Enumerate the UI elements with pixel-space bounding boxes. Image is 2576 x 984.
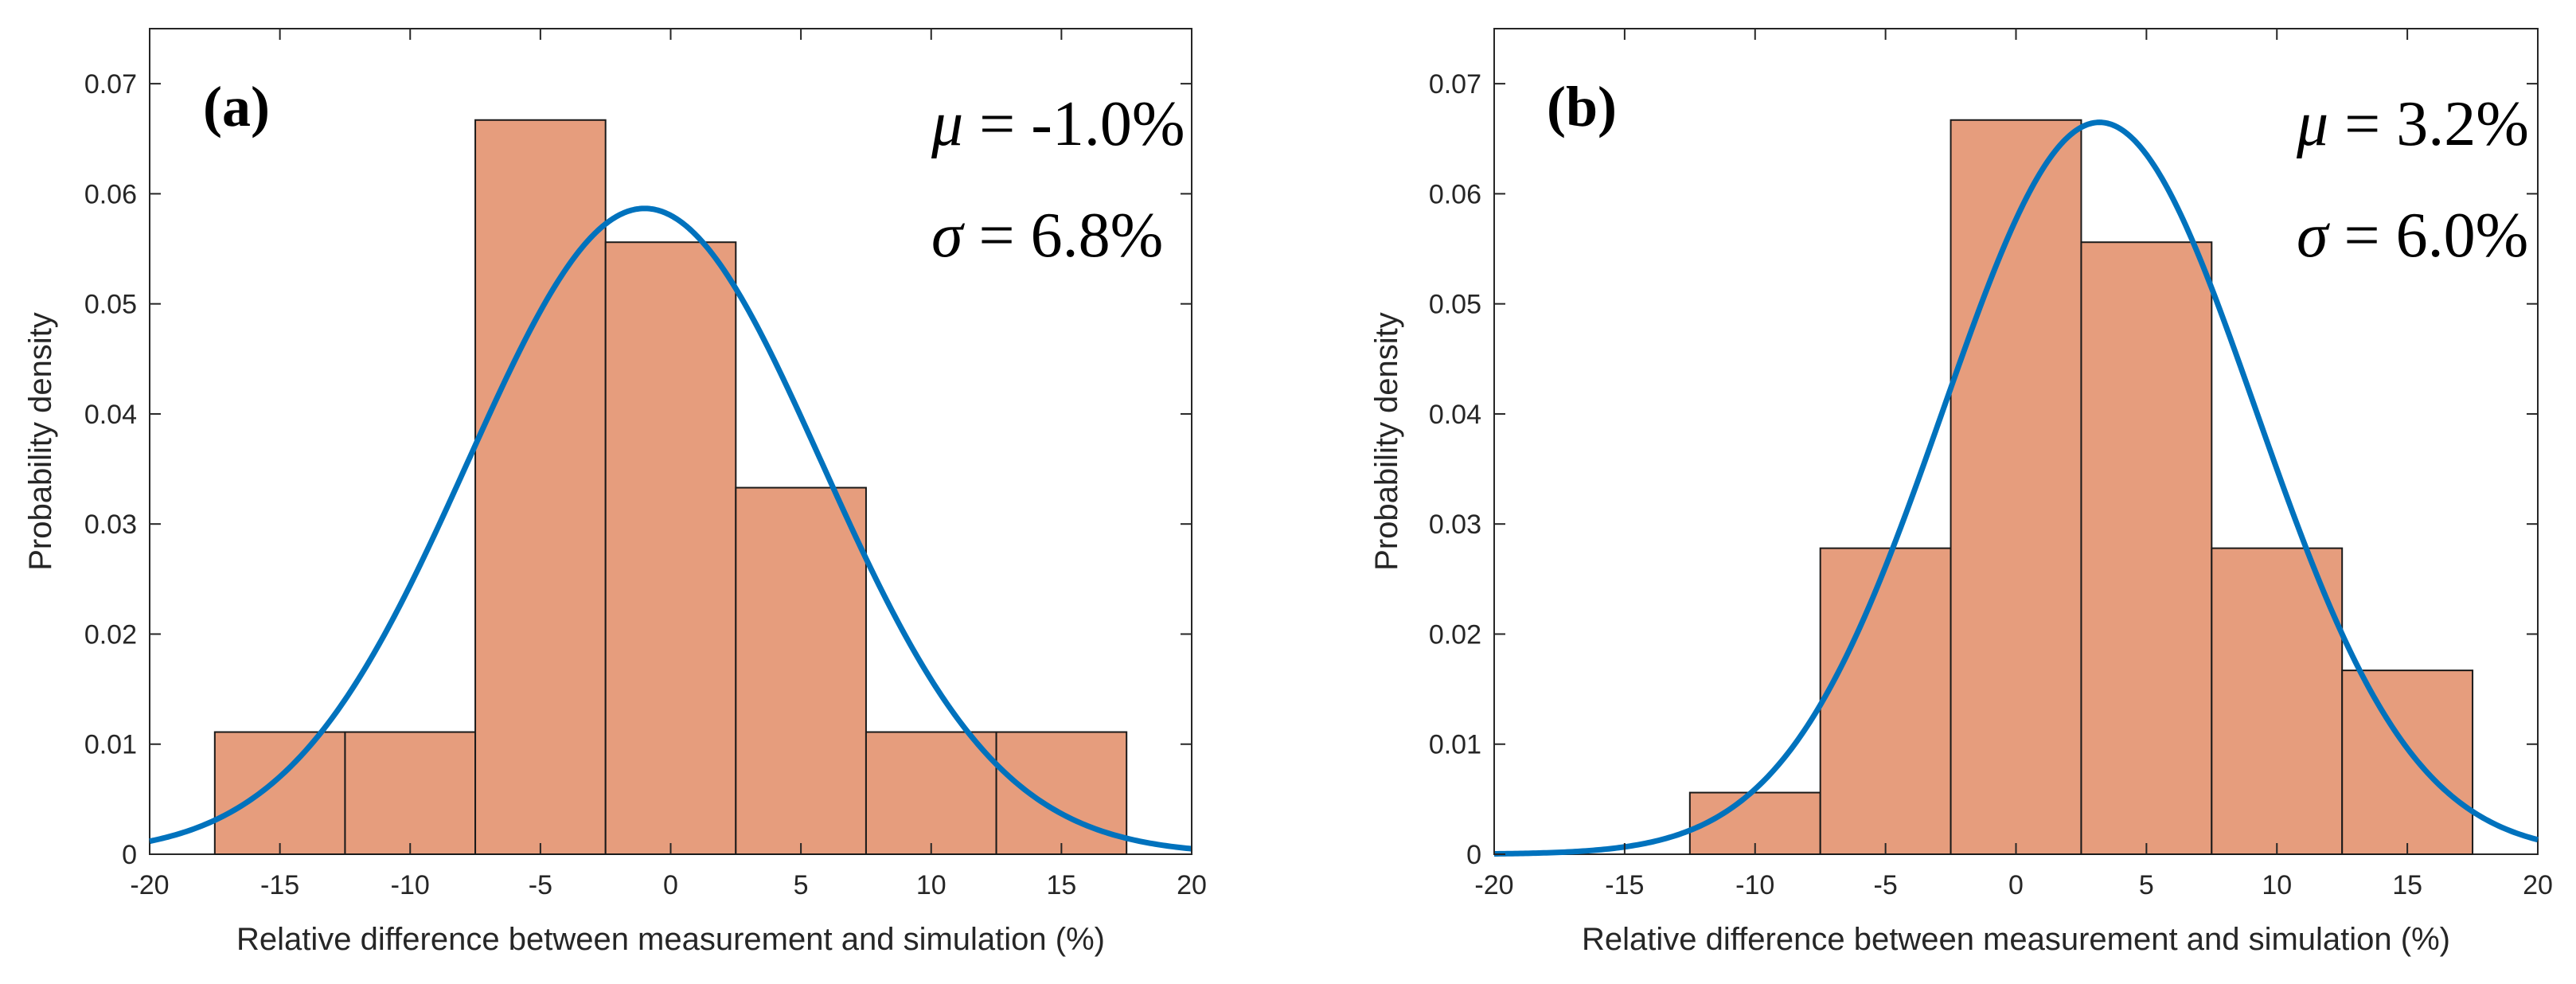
mu-value: = -1.0% <box>963 89 1185 159</box>
mu-symbol: μ <box>931 89 963 159</box>
panel-label: (a) <box>203 75 270 139</box>
histogram-bar <box>735 486 867 856</box>
x-tick-label: 5 <box>2139 870 2154 900</box>
sigma-value: = 6.0% <box>2328 201 2528 271</box>
x-tick-label: -20 <box>130 870 169 900</box>
histogram-bar <box>344 731 477 855</box>
histogram-bar <box>865 731 997 855</box>
histogram-bar <box>604 241 737 856</box>
mu-value: = 3.2% <box>2328 89 2529 159</box>
x-tick-label: -15 <box>260 870 299 900</box>
histogram-bar <box>995 731 1128 855</box>
y-tick-label: 0.05 <box>84 290 137 320</box>
x-tick-label: 10 <box>2262 870 2292 900</box>
x-tick-label: -5 <box>529 870 552 900</box>
x-tick-label: -5 <box>1874 870 1898 900</box>
panel-a: -20 -15 -10 -5 0 5 10 15 20 0 0.01 0.02 0.03 0.04 0.05… <box>23 28 1207 957</box>
y-tick-label: 0.01 <box>1429 730 1481 760</box>
sigma-annotation: σ = 6.0% <box>2297 201 2528 271</box>
x-tick-label: -10 <box>1735 870 1774 900</box>
histogram-bar <box>1819 547 1952 855</box>
y-tick-label: 0.04 <box>84 400 137 430</box>
x-tick-label: -20 <box>1474 870 1513 900</box>
x-axis-label: Relative difference between measurement … <box>1582 922 2450 957</box>
y-axis-label: Probability density <box>23 312 58 571</box>
y-tick-label: 0.06 <box>1429 179 1481 209</box>
x-tick-label: 15 <box>2392 870 2422 900</box>
normal-fit-curve <box>149 205 1192 852</box>
y-tick-label: 0.03 <box>1429 510 1481 540</box>
mu-annotation: μ = -1.0% <box>931 89 1185 159</box>
sigma-annotation: σ = 6.8% <box>931 201 1163 271</box>
histogram-bar <box>1950 119 2082 855</box>
y-tick-label: 0.07 <box>84 69 137 100</box>
y-tick-label: 0.01 <box>84 730 137 760</box>
x-tick-label: 5 <box>794 870 809 900</box>
y-axis-label: Probability density <box>1369 312 1404 571</box>
x-tick-label: 0 <box>663 870 678 900</box>
sigma-symbol: σ <box>931 201 965 271</box>
y-tick-label: 0.05 <box>1429 290 1481 320</box>
x-tick-label: 10 <box>916 870 946 900</box>
histogram-bar <box>474 119 607 855</box>
y-tick-label: 0.03 <box>84 510 137 540</box>
x-tick-label: -10 <box>391 870 430 900</box>
histogram-bar <box>2211 547 2344 855</box>
y-tick-label: 0.06 <box>84 179 137 209</box>
y-tick-label: 0.07 <box>1429 69 1481 100</box>
x-axis-label: Relative difference between measurement … <box>236 922 1105 957</box>
mu-symbol: μ <box>2296 89 2328 159</box>
histogram-bar <box>2341 670 2474 855</box>
histogram-bar <box>213 731 346 855</box>
x-tick-label: 15 <box>1046 870 1076 900</box>
normal-fit-curve <box>1493 119 2539 857</box>
x-tick-label: 0 <box>2008 870 2024 900</box>
x-tick-label: -15 <box>1605 870 1644 900</box>
sigma-symbol: σ <box>2297 201 2330 271</box>
y-tick-label: 0 <box>1466 840 1481 870</box>
sigma-value: = 6.8% <box>962 201 1163 271</box>
x-tick-label: 20 <box>2523 870 2553 900</box>
y-tick-label: 0.02 <box>84 619 137 650</box>
y-tick-label: 0 <box>122 840 137 870</box>
mu-annotation: μ = 3.2% <box>2296 89 2529 159</box>
panel-b: -20 -15 -10 -5 0 5 10 15 20 0 0.01 0.02 0.03 0.04 0.05… <box>1369 28 2553 957</box>
y-tick-label: 0.04 <box>1429 400 1481 430</box>
panel-label: (b) <box>1547 75 1617 139</box>
y-tick-label: 0.02 <box>1429 619 1481 650</box>
x-tick-label: 20 <box>1177 870 1207 900</box>
histogram-bar <box>2080 241 2213 856</box>
